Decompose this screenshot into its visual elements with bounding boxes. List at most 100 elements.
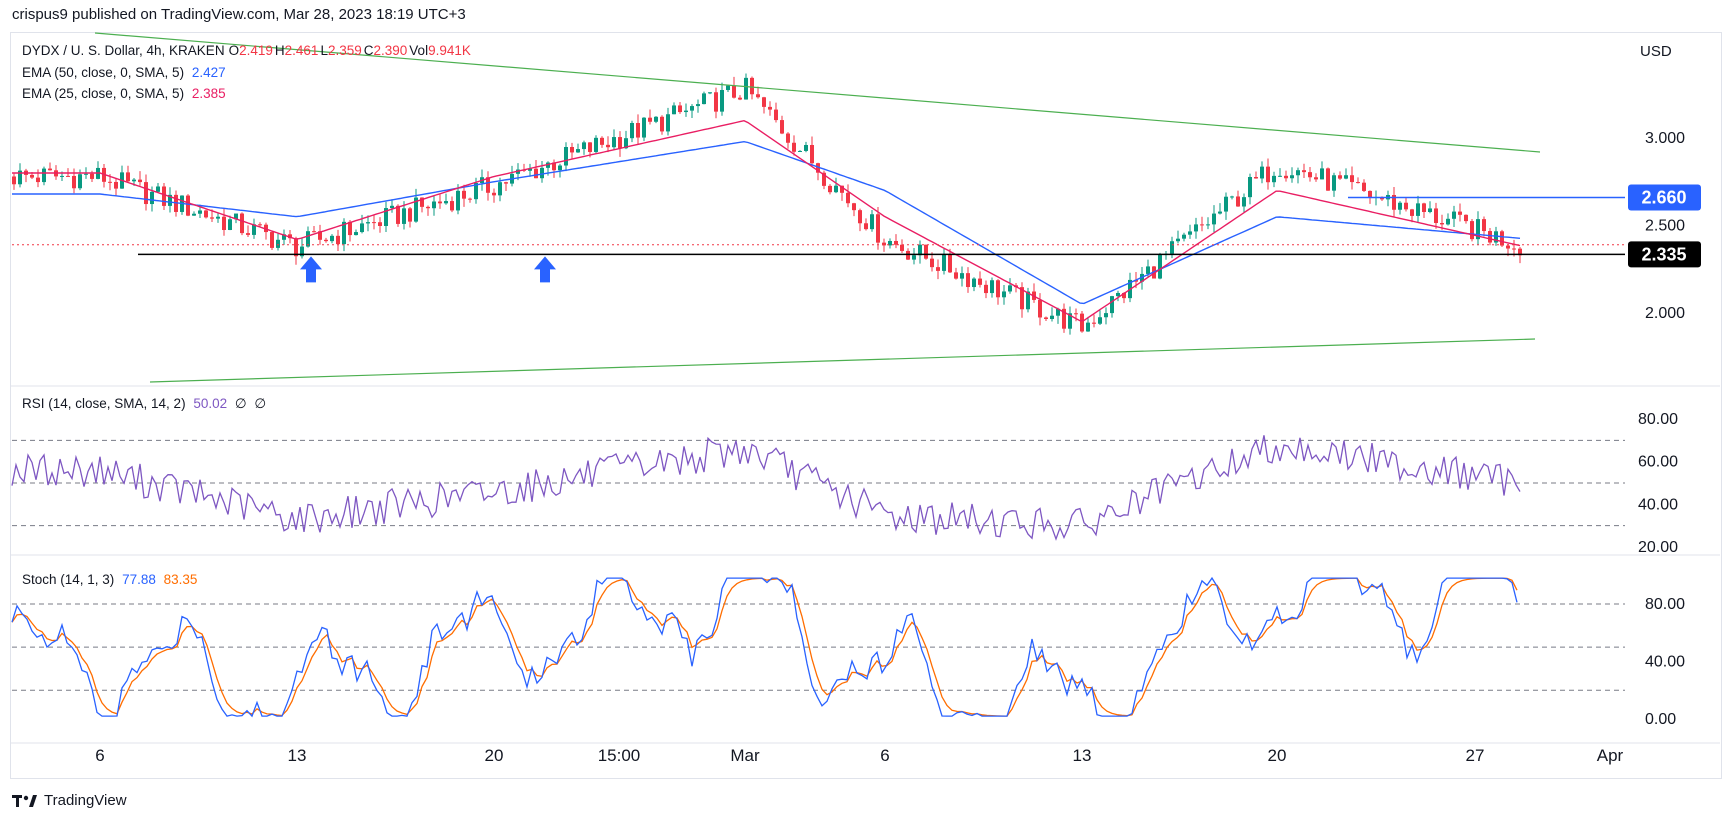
candle-body: [162, 186, 166, 206]
candle-body: [834, 185, 838, 193]
candle-body: [300, 246, 304, 257]
candle-body: [1230, 196, 1234, 198]
candle-body: [144, 182, 148, 205]
ohlc-value-l: 2.359: [327, 43, 362, 58]
candle-body: [108, 181, 112, 183]
candle-body: [1326, 168, 1330, 191]
candle-body: [852, 203, 856, 211]
candle-body: [894, 240, 898, 245]
candle-body: [294, 238, 298, 257]
candle-body: [126, 172, 130, 182]
candle-body: [1482, 219, 1486, 232]
candle-body: [1056, 308, 1060, 316]
candle-body: [1044, 317, 1048, 319]
candle-body: [948, 254, 952, 273]
ema50-label: EMA (50, close, 0, SMA, 5): [22, 65, 185, 80]
candle-body: [90, 173, 94, 179]
candle-body: [1470, 221, 1474, 240]
candle-body: [354, 232, 358, 236]
candle-body: [558, 165, 562, 171]
candle-body: [42, 168, 46, 183]
candle-body: [420, 197, 424, 207]
ohlc-value-h: 2.461: [284, 43, 319, 58]
candle-body: [198, 210, 202, 214]
candle-body: [1410, 209, 1414, 216]
candle-body: [456, 190, 460, 211]
candle-body: [888, 240, 892, 246]
candle-body: [672, 105, 676, 115]
candle-body: [366, 222, 370, 224]
candle-body: [240, 213, 244, 234]
stoch-d-line: [11, 577, 1518, 717]
candle-body: [1434, 208, 1438, 223]
candle-body: [474, 183, 478, 200]
tradingview-brand: TradingView: [44, 792, 127, 809]
candle-body: [1500, 231, 1504, 246]
candle-body: [378, 222, 382, 226]
stoch-pane: [11, 576, 1625, 718]
candle-body: [732, 85, 736, 98]
rsi-tick-label: 20.00: [1638, 539, 1678, 556]
candle-body: [624, 138, 628, 149]
candle-body: [1038, 299, 1042, 318]
price-badge-label: 2.660: [1641, 188, 1686, 208]
stoch-k-line: [11, 576, 1518, 718]
candle-body: [1314, 177, 1318, 180]
candle-body: [954, 272, 958, 279]
candle-body: [414, 197, 418, 222]
candle-body: [1518, 248, 1522, 256]
candle-body: [12, 176, 16, 185]
candle-body: [1476, 219, 1480, 240]
candle-body: [618, 137, 622, 149]
candle-body: [1026, 291, 1030, 310]
candle-body: [114, 181, 118, 189]
candle-body: [1194, 224, 1198, 232]
candle-body: [1308, 172, 1312, 178]
candle-body: [360, 223, 364, 233]
x-axis-label: 6: [880, 746, 889, 765]
candle-body: [798, 150, 802, 152]
candle-body: [1134, 279, 1138, 282]
candle-body: [1362, 182, 1366, 191]
candle-body: [636, 122, 640, 138]
candle-body: [492, 192, 496, 196]
candle-body: [498, 182, 502, 196]
candle-body: [1008, 285, 1012, 292]
candle-body: [396, 205, 400, 224]
candle-body: [840, 185, 844, 193]
candle-body: [594, 137, 598, 152]
candle-body: [774, 109, 778, 121]
candle-body: [966, 273, 970, 288]
candle-body: [426, 206, 430, 209]
candle-body: [804, 145, 808, 151]
price-badge-label: 2.335: [1641, 244, 1686, 264]
candle-body: [750, 77, 754, 95]
candle-body: [276, 239, 280, 248]
candle-body: [150, 191, 154, 205]
candle-body: [390, 205, 394, 209]
candle-body: [1416, 203, 1420, 216]
rsi-extra-2: ∅: [254, 396, 267, 411]
arrow-up-icon: [534, 256, 556, 283]
candle-body: [1266, 166, 1270, 183]
candle-body: [552, 162, 556, 171]
price-tick-label: 3.000: [1645, 130, 1685, 147]
candle-body: [816, 163, 820, 173]
candle-body: [930, 258, 934, 268]
candle-body: [270, 232, 274, 248]
candle-body: [780, 120, 784, 134]
candle-body: [246, 233, 250, 235]
candle-body: [1404, 202, 1408, 210]
axis-layer: 3.0002.5002.00080.0060.0040.0020.0080.00…: [95, 130, 1685, 765]
candle-body: [726, 85, 730, 91]
ema50-legend: EMA (50, close, 0, SMA, 5) 2.427: [22, 65, 230, 81]
ema25-legend: EMA (25, close, 0, SMA, 5) 2.385: [22, 86, 230, 102]
rsi-legend: RSI (14, close, SMA, 14, 2) 50.02 ∅ ∅: [22, 396, 270, 412]
candle-body: [1350, 175, 1354, 183]
candle-body: [1062, 308, 1066, 329]
candle-body: [324, 239, 328, 242]
chart-frame[interactable]: [10, 32, 1722, 779]
candle-body: [30, 174, 34, 178]
ohlc-value-vol: 9.941K: [428, 43, 471, 58]
